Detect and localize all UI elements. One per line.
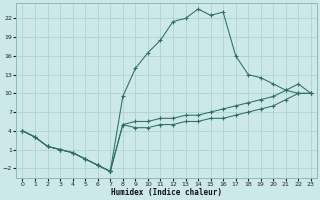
X-axis label: Humidex (Indice chaleur): Humidex (Indice chaleur) <box>111 188 222 197</box>
